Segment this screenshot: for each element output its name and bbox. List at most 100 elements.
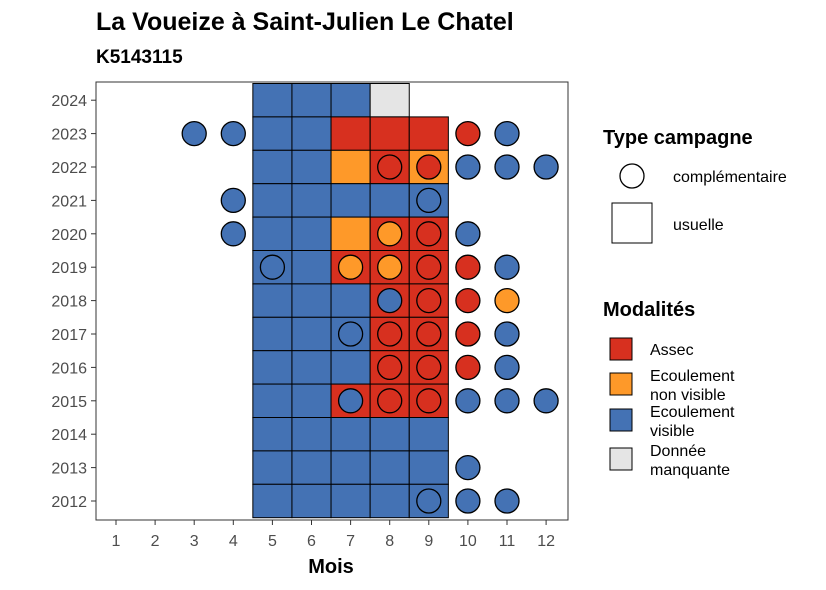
- x-tick-label: 8: [385, 533, 394, 550]
- x-tick-label: 10: [459, 533, 477, 550]
- usuelle-cell: [291, 183, 332, 218]
- y-tick-label: 2021: [51, 193, 87, 210]
- legend-title-type: Type campagne: [603, 127, 753, 149]
- usuelle-cell: [252, 350, 293, 385]
- complementaire-point: [181, 120, 207, 147]
- complementaire-point: [455, 454, 481, 481]
- complementaire-point: [533, 388, 559, 414]
- usuelle-cell: [369, 417, 410, 452]
- complementaire-point: [377, 321, 403, 347]
- usuelle-cell: [291, 350, 332, 385]
- y-tick-label: 2022: [51, 160, 87, 177]
- x-tick-label: 5: [268, 533, 277, 550]
- legend-label: usuelle: [673, 217, 724, 234]
- legend-label: Assec: [650, 342, 694, 359]
- complementaire-point: [455, 154, 481, 180]
- y-tick-label: 2017: [51, 327, 87, 344]
- complementaire-point: [455, 221, 481, 247]
- usuelle-cell: [291, 116, 332, 151]
- usuelle-cell: [291, 316, 332, 352]
- usuelle-cell: [330, 216, 371, 252]
- usuelle-cell: [291, 483, 332, 519]
- complementaire-point: [220, 221, 246, 247]
- chart-title: La Voueize à Saint-Julien Le Chatel: [96, 8, 514, 36]
- complementaire-point: [416, 221, 442, 247]
- complementaire-point: [416, 488, 442, 514]
- legend-key-fill: [609, 372, 633, 396]
- legend-key-square: [611, 202, 653, 244]
- usuelle-cell: [252, 450, 293, 485]
- chart-subtitle: K5143115: [96, 47, 183, 68]
- legend-key-fill: [609, 447, 633, 471]
- complementaire-point: [220, 187, 246, 214]
- usuelle-cell: [408, 417, 449, 452]
- x-tick-label: 7: [346, 533, 355, 550]
- usuelle-cell: [330, 183, 371, 218]
- y-axis: 2012 2013 2014 2015 2016 2017 2018 2019 2020 2021…: [51, 93, 96, 511]
- usuelle-cell: [369, 450, 410, 485]
- complementaire-point: [377, 254, 403, 280]
- y-tick-label: 2016: [51, 360, 87, 377]
- usuelle-cell: [330, 83, 371, 118]
- usuelle-cell: [252, 417, 293, 452]
- usuelle-cell: [330, 450, 371, 485]
- x-tick-label: 4: [229, 533, 238, 550]
- y-tick-label: 2020: [51, 227, 87, 244]
- legend-label: Ecoulement: [650, 368, 735, 385]
- complementaire-point: [494, 488, 520, 514]
- usuelle-cell: [330, 283, 371, 318]
- usuelle-cell: [330, 483, 371, 519]
- complementaire-point: [337, 254, 364, 280]
- complementaire-point: [494, 388, 520, 414]
- complementaire-point: [377, 154, 403, 180]
- legend-key-circle: [619, 163, 645, 189]
- complementaire-point: [455, 254, 481, 280]
- y-tick-label: 2023: [51, 127, 87, 144]
- y-tick-label: 2015: [51, 394, 87, 411]
- x-tick-label: 2: [151, 533, 160, 550]
- usuelle-cell: [291, 250, 332, 285]
- usuelle-cell: [369, 483, 410, 519]
- complementaire-point: [455, 388, 481, 414]
- legend-label: Ecoulement: [650, 404, 735, 421]
- complementaire-point: [494, 354, 520, 381]
- complementaire-point: [416, 287, 442, 314]
- y-tick-label: 2012: [51, 494, 87, 511]
- x-axis: 1 2 3 4 5 6 7 8 9 10 11 12: [112, 520, 555, 550]
- complementaire-point: [416, 354, 442, 381]
- usuelle-cell: [291, 383, 332, 419]
- complementaire-point: [494, 120, 520, 147]
- legend: Type campagne complémentaire usuelle Modali…: [603, 127, 787, 479]
- usuelle-cell: [252, 149, 293, 185]
- usuelle-cell: [291, 216, 332, 252]
- y-tick-label: 2019: [51, 260, 87, 277]
- usuelle-cell: [369, 183, 410, 218]
- usuelle-cell: [408, 450, 449, 485]
- usuelle-cell: [291, 283, 332, 318]
- y-tick-label: 2014: [51, 427, 87, 444]
- complementaire-point: [455, 120, 481, 147]
- x-tick-label: 1: [112, 533, 121, 550]
- x-axis-title: Mois: [308, 556, 354, 578]
- complementaire-points: [181, 120, 559, 514]
- usuelle-cell: [252, 483, 293, 519]
- usuelle-cell: [369, 83, 410, 118]
- legend-key-fill: [609, 337, 633, 361]
- complementaire-point: [377, 287, 403, 314]
- y-tick-label: 2013: [51, 461, 87, 478]
- y-tick-label: 2018: [51, 294, 87, 311]
- usuelle-cell: [252, 283, 293, 318]
- complementaire-point: [494, 254, 520, 280]
- x-tick-label: 12: [537, 533, 555, 550]
- usuelle-cell: [252, 383, 293, 419]
- complementaire-point: [455, 488, 481, 514]
- x-tick-label: 9: [424, 533, 433, 550]
- legend-label: non visible: [650, 387, 726, 404]
- usuelle-cell: [291, 83, 332, 118]
- complementaire-point: [455, 354, 481, 381]
- complementaire-point: [416, 254, 442, 280]
- x-tick-label: 6: [307, 533, 316, 550]
- complementaire-point: [416, 321, 442, 347]
- usuelle-cell: [369, 116, 410, 151]
